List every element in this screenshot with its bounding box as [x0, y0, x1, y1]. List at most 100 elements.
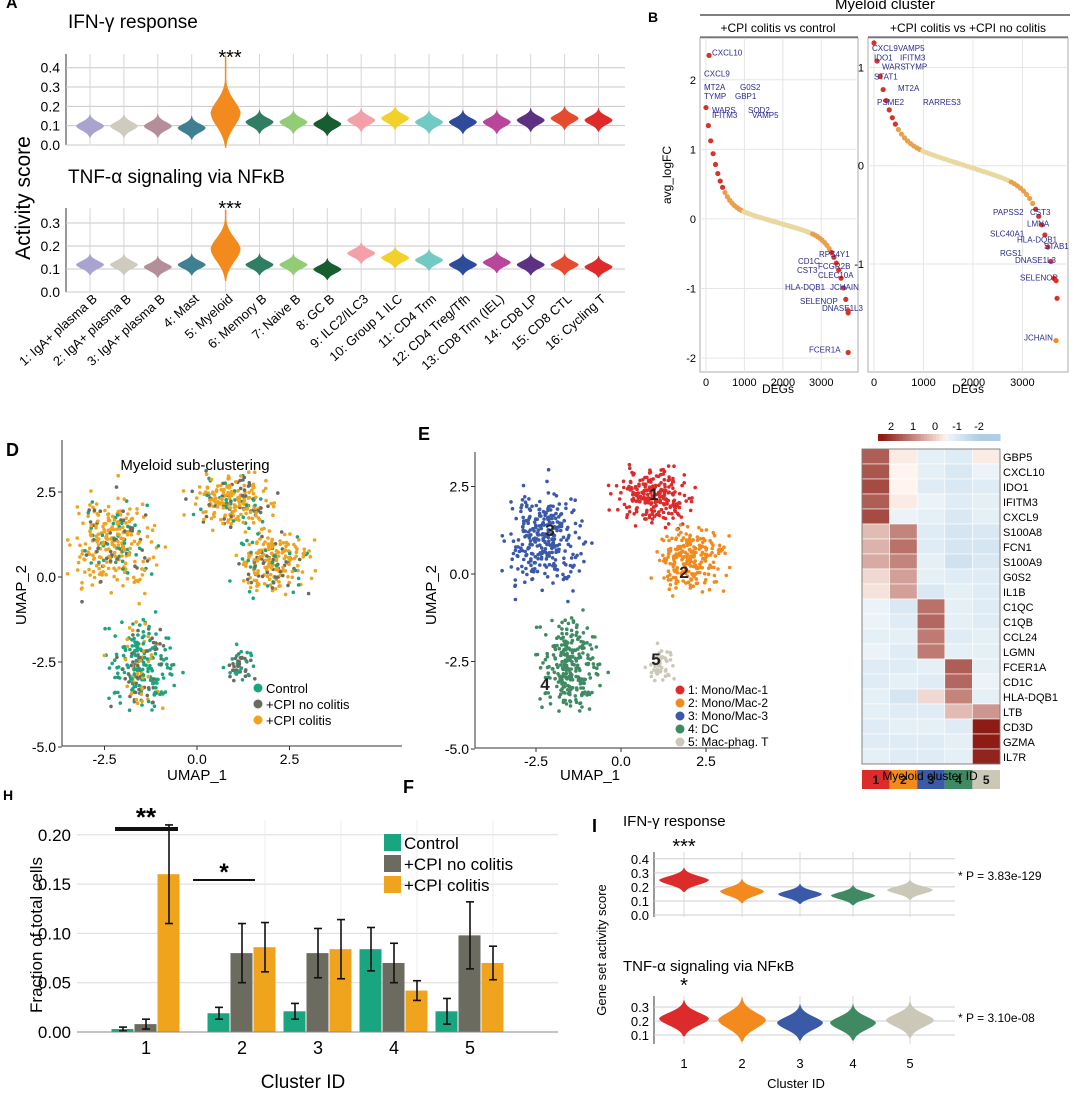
umap-cell-c4 [565, 688, 570, 692]
umap-cell-c3 [571, 589, 575, 593]
gene-label-up-10: VAMP5 [752, 111, 779, 120]
umap-cell-c1 [643, 475, 647, 480]
umap-cell-c4 [559, 688, 563, 693]
panel-i-top-title: IFN-γ response [623, 813, 726, 830]
umap-cell-c3 [564, 506, 568, 511]
umap-cell-c3 [543, 571, 547, 576]
umap-cell-c2 [685, 557, 690, 561]
umap-cell [240, 678, 245, 682]
umap-cell-c2 [681, 579, 685, 583]
umap-cell [114, 652, 119, 657]
umap-cell-c3 [529, 557, 533, 561]
panel-d-ylabel: UMAP_2 [13, 565, 30, 625]
umap-cell-c3 [562, 518, 566, 523]
umap-cell [250, 540, 255, 545]
umap-cell-c4 [593, 635, 597, 639]
y-tick-label: 0.1 [41, 261, 61, 277]
heatmap-cell [916, 478, 946, 495]
umap-cell [247, 542, 252, 547]
heatmap-gene-CD3D: CD3D [1003, 722, 1033, 734]
legend-label-2: 2: Mono/Mac-2 [688, 696, 768, 710]
umap-cell-c4 [594, 645, 599, 649]
x-tick-label: -2.5 [524, 753, 548, 769]
umap-cell-c1 [648, 513, 652, 518]
umap-cell [112, 574, 116, 579]
umap-cell-c1 [666, 522, 671, 526]
umap-cell [197, 485, 202, 489]
umap-cell-c4 [543, 675, 548, 680]
heatmap-gene-LGMN: LGMN [1003, 647, 1035, 659]
umap-cell-c4 [564, 663, 569, 668]
umap-cell-c2 [684, 532, 688, 536]
umap-cell-c3 [545, 479, 549, 484]
umap-cell-c2 [666, 578, 671, 582]
umap-cell-c1 [650, 496, 654, 501]
panel-letter-d: D [6, 440, 19, 460]
umap-cell-c4 [572, 663, 576, 667]
umap-cell-c4 [538, 625, 542, 629]
gene-label-up-5: WARS [882, 62, 906, 71]
umap-cell [254, 572, 259, 576]
umap-cell [294, 550, 299, 555]
umap-cell-c2 [722, 545, 726, 549]
umap-cell-c4 [566, 683, 570, 688]
umap-cell [233, 656, 238, 661]
heatmap-cell [861, 463, 890, 480]
gene-label-up-3: IDO1 [874, 54, 893, 63]
umap-cell [145, 657, 150, 661]
umap-cell-c5 [659, 649, 664, 653]
umap-cell-c3 [550, 550, 554, 555]
tnf-violin-13 [482, 251, 511, 273]
umap-cell-c4 [581, 651, 585, 655]
gene-label-down-5: CLEC10A [818, 271, 854, 280]
umap-cell [161, 676, 166, 680]
umap-cell-c2 [673, 575, 678, 580]
umap-cell [115, 665, 119, 670]
legend-swatch-1 [675, 685, 685, 695]
umap-cell [90, 583, 95, 587]
legend-label-5: 5: Mac-phag. T [688, 735, 769, 749]
umap-cell [249, 653, 254, 658]
tnf-violin-5 [210, 215, 241, 281]
heatmap-cell [944, 553, 973, 570]
umap-cell [76, 560, 81, 565]
umap-cell [98, 509, 103, 513]
umap-cell-c2 [667, 587, 672, 591]
umap-cell [142, 655, 147, 660]
umap-cell-c2 [675, 527, 679, 532]
umap-cell [271, 580, 276, 585]
gene-label-down-3: LMNA [1027, 220, 1050, 229]
umap-cell-c1 [614, 484, 619, 488]
heatmap-cell [889, 628, 918, 645]
umap-cell [121, 584, 125, 588]
legend-swatch-3 [675, 711, 685, 721]
umap-cell-c2 [721, 589, 726, 593]
umap-cell-c3 [564, 562, 568, 567]
umap-cell [138, 647, 143, 651]
umap-cell [103, 508, 107, 513]
umap-cell [94, 534, 99, 538]
scale-segment [905, 434, 909, 441]
legend-swatch-3 [384, 876, 401, 893]
umap-cell-c5 [649, 670, 654, 675]
heatmap-cell [861, 613, 890, 630]
umap-cell-c3 [546, 467, 551, 472]
heatmap-cell [944, 688, 973, 705]
heatmap-cell [861, 673, 890, 690]
umap-cell [221, 481, 225, 486]
tnf-violin-8 [313, 258, 342, 280]
umap-cell-c3 [559, 521, 564, 526]
heatmap-cell [889, 493, 918, 510]
umap-cell [251, 491, 256, 496]
umap-cell [115, 522, 120, 526]
deg-point [826, 245, 832, 252]
umap-cell-c5 [654, 655, 659, 660]
umap-cell-c1 [622, 485, 626, 490]
bar-+CPI colitis-2 [253, 947, 276, 1032]
legend-swatch-1 [253, 683, 263, 693]
heatmap-cell [861, 553, 890, 570]
umap-cell [271, 543, 275, 548]
umap-cell-c4 [557, 646, 562, 651]
umap-cell [193, 502, 198, 506]
umap-cell [234, 642, 239, 647]
